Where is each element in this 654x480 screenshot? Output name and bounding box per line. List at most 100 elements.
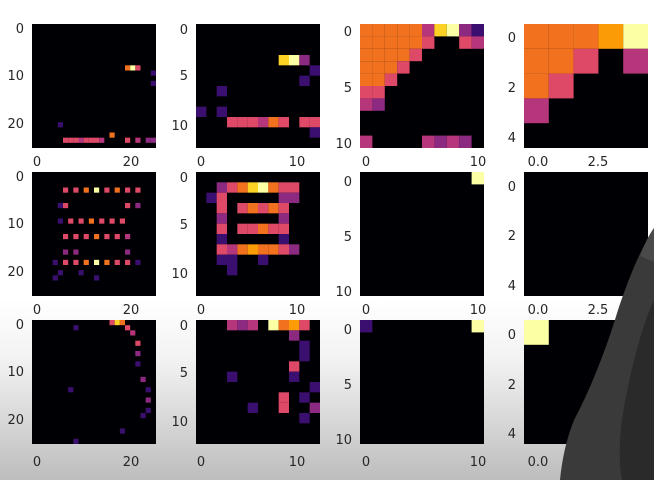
activation-cell (130, 65, 136, 71)
activation-cell (372, 61, 385, 74)
activation-cell (422, 36, 435, 49)
activation-cell (237, 117, 248, 128)
activation-cell (216, 234, 227, 245)
activation-cell (524, 24, 549, 49)
activation-cell (83, 137, 89, 143)
activation-cell (78, 137, 84, 143)
activation-cell (299, 75, 310, 86)
activation-cell (119, 428, 125, 434)
heatmap-image (32, 24, 156, 148)
activation-cell (268, 223, 279, 234)
activation-cell (125, 203, 131, 209)
activation-cell (278, 192, 289, 203)
activation-cell (135, 351, 141, 357)
heatmap-image (360, 320, 484, 444)
activation-cell (289, 55, 300, 66)
activation-cell (135, 65, 141, 71)
activation-cell (227, 265, 238, 276)
activation-cell (237, 320, 248, 331)
activation-cell (299, 55, 310, 66)
activation-cell (99, 137, 105, 143)
activation-cell (434, 24, 447, 37)
activation-cell (104, 187, 110, 193)
activation-cell (278, 234, 289, 245)
ytick-label: 10 (7, 365, 24, 380)
xtick-label: 2.5 (588, 303, 609, 318)
activation-cell (278, 117, 289, 128)
ytick-label: 4 (508, 279, 516, 294)
activation-cell (623, 24, 648, 49)
activation-cell (384, 36, 398, 49)
heatmap-panel: 0 5 10 0 10 (335, 172, 486, 318)
activation-cell (83, 234, 89, 240)
activation-cell (57, 203, 63, 209)
activation-cell (258, 117, 269, 128)
activation-cell (78, 270, 84, 276)
ytick-label: 0 (16, 22, 24, 37)
activation-cell (397, 36, 410, 49)
activation-cell (73, 234, 79, 240)
activation-cell (52, 275, 58, 281)
activation-cell (309, 65, 320, 76)
activation-cell (119, 320, 125, 326)
activation-cell (237, 223, 248, 234)
activation-cell (216, 254, 227, 265)
xtick-label: 20 (123, 455, 140, 470)
ytick-label: 10 (335, 137, 352, 152)
activation-cell (227, 182, 238, 193)
xtick-label: 0 (197, 455, 205, 470)
activation-cell (299, 117, 310, 128)
activation-cell (150, 70, 156, 76)
ytick-label: 0 (180, 171, 188, 186)
heatmap-panel: 0 5 10 0 10 (171, 23, 320, 170)
activation-cell (548, 73, 574, 99)
activation-cell (216, 182, 227, 193)
xtick-label: 10 (289, 303, 306, 318)
activation-cell (73, 438, 79, 444)
activation-cell (471, 172, 484, 185)
xtick-label: 0 (197, 303, 205, 318)
activation-cell (573, 24, 599, 49)
ytick-label: 2 (508, 378, 516, 393)
xtick-label: 10 (470, 155, 487, 170)
heatmap-panel: 0 5 10 0 10 (171, 171, 320, 318)
activation-cell (289, 192, 300, 203)
activation-cell (68, 387, 74, 393)
ytick-label: 5 (180, 218, 188, 233)
heatmap-panel: 0 5 10 0 10 (335, 24, 486, 170)
activation-cell (459, 135, 472, 148)
activation-cell (409, 36, 422, 49)
activation-cell (227, 371, 238, 382)
activation-cell (360, 24, 373, 37)
activation-cell (247, 320, 258, 331)
activation-cell (63, 234, 69, 240)
activation-cell (73, 137, 79, 143)
activation-cell (278, 244, 289, 255)
ytick-label: 10 (171, 267, 188, 282)
activation-cell (278, 223, 289, 234)
ytick-label: 0 (344, 323, 352, 338)
activation-cell (422, 24, 435, 37)
activation-cell (216, 192, 227, 203)
ytick-label: 20 (7, 117, 24, 132)
activation-cell (104, 234, 110, 240)
activation-cell (227, 320, 238, 331)
activation-cell (73, 259, 79, 265)
activation-cell (63, 259, 69, 265)
activation-cell (216, 203, 227, 214)
heatmap-image (524, 172, 648, 296)
activation-cell (360, 48, 373, 62)
heatmap-image (32, 320, 156, 444)
activation-cell (52, 259, 58, 265)
activation-cell (83, 187, 89, 193)
activation-cell (94, 259, 100, 265)
activation-cell (135, 203, 141, 209)
activation-cell (360, 73, 373, 86)
activation-cell (247, 182, 258, 193)
activation-cell (446, 24, 460, 37)
activation-cell (278, 402, 289, 413)
ytick-label: 10 (335, 285, 352, 300)
activation-cell (459, 24, 472, 37)
xtick-label: 10 (470, 455, 487, 470)
ytick-label: 2 (508, 229, 516, 244)
